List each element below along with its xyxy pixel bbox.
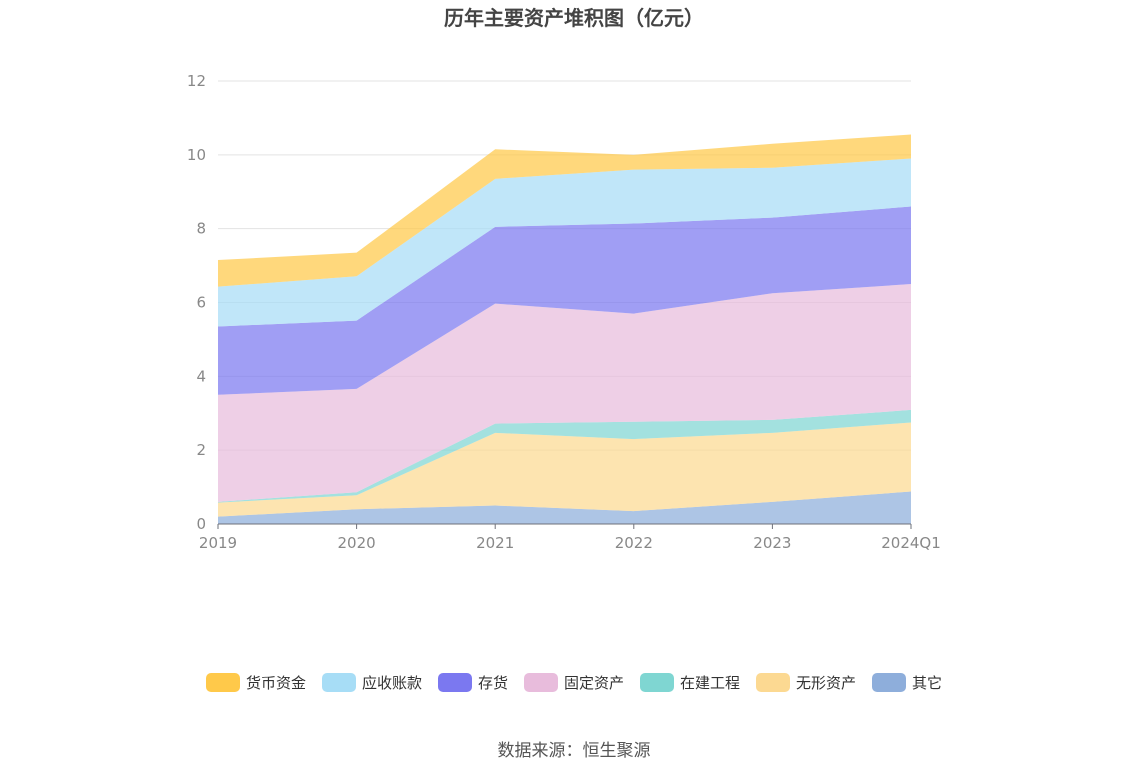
x-tick-label: 2021	[476, 534, 514, 552]
chart-title: 历年主要资产堆积图（亿元）	[444, 6, 704, 30]
legend-label: 货币资金	[245, 674, 306, 692]
y-tick-label: 0	[196, 515, 206, 533]
area-series-货币资金[interactable]	[218, 134, 911, 287]
legend-item[interactable]: 存货	[437, 672, 508, 693]
y-tick-label: 12	[187, 72, 206, 90]
legend-item[interactable]: 其它	[872, 672, 942, 693]
legend-item[interactable]: 无形资产	[756, 672, 856, 693]
area-series-无形资产[interactable]	[218, 422, 911, 517]
legend-swatch	[756, 673, 791, 692]
legend-swatch	[640, 673, 674, 692]
x-tick-label: 2022	[615, 534, 653, 552]
legend-swatch	[321, 673, 356, 692]
y-tick-label: 10	[187, 146, 206, 164]
legend-label: 无形资产	[796, 674, 857, 692]
legend-swatch	[523, 673, 558, 692]
legend-swatch	[872, 673, 907, 692]
y-tick-label: 2	[196, 441, 206, 459]
area-series-固定资产[interactable]	[218, 284, 911, 502]
area-series-应收账款[interactable]	[218, 158, 911, 327]
legend-label: 在建工程	[680, 674, 741, 692]
x-tick-label: 2023	[753, 534, 791, 552]
legend-swatch	[205, 673, 240, 692]
legend-label: 其它	[912, 674, 943, 692]
x-tick-label: 2020	[338, 534, 376, 552]
legend-item[interactable]: 在建工程	[640, 672, 740, 693]
axes: 2019 2020 2021 2022 2023 2024Q1	[199, 523, 941, 552]
data-source-note: 数据来源：恒生聚源	[497, 741, 651, 761]
legend-swatch	[437, 673, 472, 692]
legend-label: 固定资产	[563, 674, 624, 692]
legend-item[interactable]: 应收账款	[321, 672, 422, 693]
legend-item[interactable]: 固定资产	[523, 672, 624, 693]
x-tick-label: 2019	[199, 534, 237, 552]
chart-legend: 货币资金 应收账款 存货 固定资产 在建工程 无形资产 其它	[0, 672, 1148, 693]
y-tick-label: 8	[196, 220, 206, 238]
x-tick-label: 2024Q1	[881, 534, 941, 552]
area-series-在建工程[interactable]	[218, 409, 911, 503]
legend-label: 应收账款	[361, 674, 422, 692]
area-series-存货[interactable]	[218, 206, 911, 395]
y-tick-label: 4	[196, 367, 206, 385]
area-series-group	[218, 134, 911, 524]
y-tick-label: 6	[196, 294, 206, 312]
legend-item[interactable]: 货币资金	[205, 672, 306, 693]
area-series-其它[interactable]	[218, 491, 911, 524]
legend-label: 存货	[477, 674, 508, 692]
